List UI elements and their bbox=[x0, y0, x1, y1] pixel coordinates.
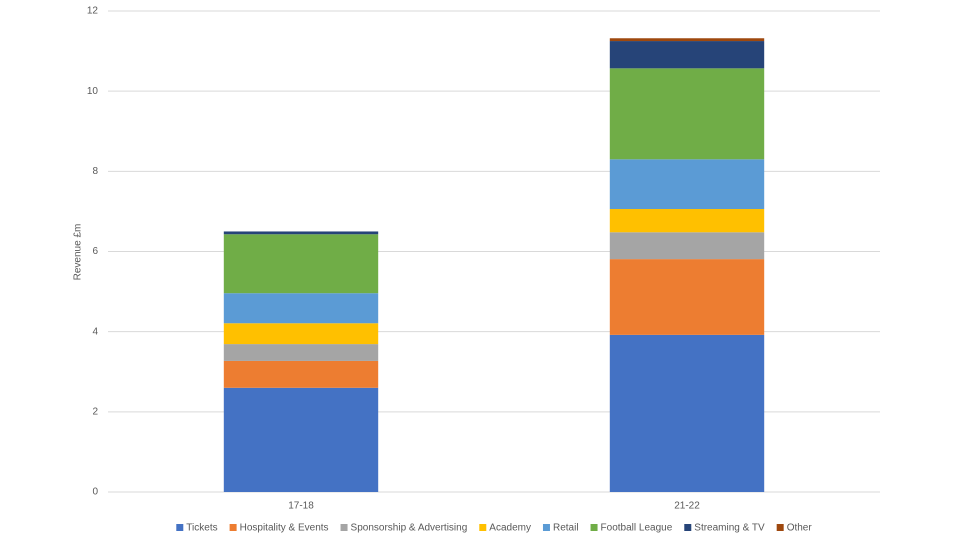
bar-segment bbox=[223, 293, 379, 324]
legend-label: Hospitality & Events bbox=[240, 523, 329, 534]
legend-swatch bbox=[340, 524, 348, 531]
y-tick-label: 4 bbox=[92, 326, 98, 337]
legend-label: Academy bbox=[489, 523, 531, 534]
legend-label: Football League bbox=[601, 523, 673, 534]
legend-swatch bbox=[542, 524, 550, 531]
bar-segment bbox=[609, 41, 765, 69]
bar-segment bbox=[223, 387, 379, 492]
legend-label: Sponsorship & Advertising bbox=[351, 523, 468, 534]
legend-label: Streaming & TV bbox=[694, 523, 765, 534]
bar-segment bbox=[609, 209, 765, 233]
y-tick-label: 2 bbox=[92, 406, 98, 417]
legend-swatch bbox=[176, 524, 184, 531]
bar-segment bbox=[223, 231, 379, 235]
bar-segment bbox=[609, 259, 765, 335]
bar-segment bbox=[223, 360, 379, 388]
x-tick-label: 17-18 bbox=[288, 501, 314, 512]
y-tick-label: 0 bbox=[92, 487, 98, 498]
y-tick-label: 8 bbox=[92, 166, 98, 177]
legend: Tickets Hospitality & Events Sponsorship &… bbox=[176, 523, 812, 534]
legend-swatch bbox=[229, 524, 237, 531]
bar-segment bbox=[223, 344, 379, 361]
bar-segment bbox=[223, 323, 379, 345]
legend-label: Retail bbox=[553, 523, 579, 534]
legend-label: Tickets bbox=[186, 523, 217, 534]
bar-segment bbox=[609, 68, 765, 160]
bar-segment bbox=[609, 38, 765, 42]
legend-swatch bbox=[684, 524, 692, 531]
legend-swatch bbox=[479, 524, 487, 531]
bar-segment bbox=[609, 232, 765, 260]
bar-segment bbox=[609, 159, 765, 210]
y-tick-label: 12 bbox=[87, 6, 99, 17]
legend-label: Other bbox=[787, 523, 813, 534]
y-tick-label: 6 bbox=[92, 246, 98, 257]
x-tick-label: 21-22 bbox=[674, 501, 700, 512]
legend-swatch bbox=[776, 524, 784, 531]
bar-segment bbox=[609, 334, 765, 492]
legend-swatch bbox=[590, 524, 598, 531]
bar-segment bbox=[223, 234, 379, 294]
y-axis-label: Revenue £m bbox=[73, 224, 84, 281]
y-tick-label: 10 bbox=[87, 86, 99, 97]
